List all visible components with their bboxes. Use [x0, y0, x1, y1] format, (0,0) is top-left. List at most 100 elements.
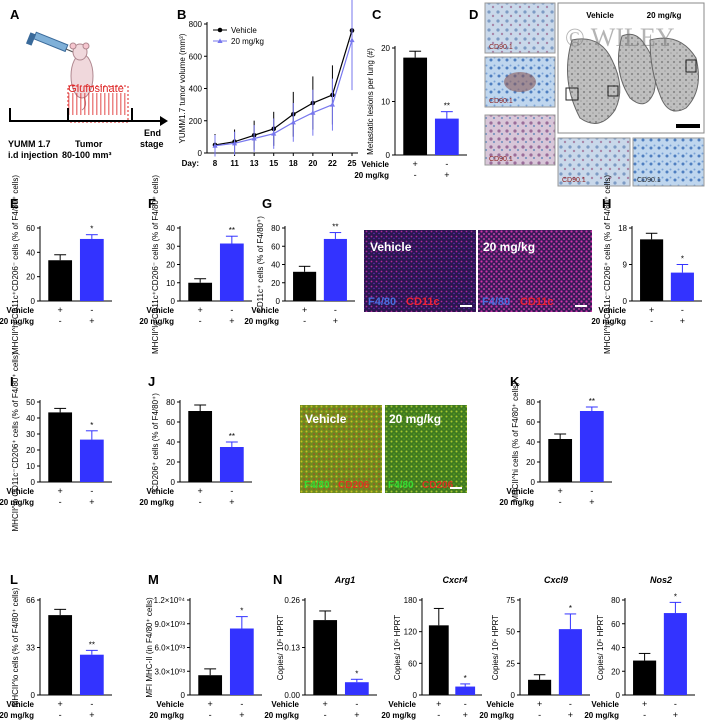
plus-sign: +	[354, 710, 359, 720]
row-label-dose: 20 mg/kg	[354, 171, 389, 180]
y-tick-label: 0	[181, 691, 186, 700]
y-tick-label: 0.00	[284, 691, 300, 700]
y-axis-label: Copies/ 10⁵ HPRT	[596, 615, 605, 681]
y-tick-label: 50	[26, 398, 35, 407]
tumor-label-1: Tumor	[75, 139, 103, 149]
plus-sign: +	[649, 305, 654, 315]
row-label-dose: 20 mg/kg	[244, 317, 279, 326]
panel-letter: J	[148, 374, 155, 389]
watermark: © WILEY	[565, 23, 675, 52]
chart-c: C 0 10 20 Metastatic lesions per lung (#) ** V…	[354, 7, 467, 180]
row-label-dose: 20 mg/kg	[149, 711, 184, 720]
row-label-vehicle: Vehicle	[486, 700, 514, 709]
bar-dose	[455, 686, 476, 695]
row-label-dose: 20 mg/kg	[264, 711, 299, 720]
plus-sign: +	[89, 710, 94, 720]
row-label-dose: 20 mg/kg	[584, 711, 619, 720]
minus-sign: -	[324, 710, 327, 720]
minus-sign: -	[681, 305, 684, 315]
y-tick-label: 0	[276, 297, 281, 306]
minus-sign: -	[59, 497, 62, 507]
y-tick-label: 0	[386, 151, 391, 160]
micrograph-vehicle	[300, 405, 382, 493]
stain-label-2: CD11c	[406, 296, 440, 308]
y-tick-label: 20	[526, 458, 535, 467]
y-tick-label: 0	[171, 297, 176, 306]
y-axis-label: MHCII^lo cells (% of F4/80⁺ cells)	[11, 587, 20, 707]
y-tick-label: 180	[404, 596, 418, 605]
minus-sign: -	[59, 710, 62, 720]
y-tick-label: 80	[166, 398, 175, 407]
y-tick-label: 66	[26, 596, 35, 605]
minus-sign: -	[199, 497, 202, 507]
y-tick-label: 20	[166, 261, 175, 270]
chart-title: Cxcr4	[442, 575, 467, 585]
data-point	[212, 143, 218, 148]
row-label-dose: 20 mg/kg	[479, 711, 514, 720]
minus-sign: -	[240, 699, 243, 709]
minus-sign: -	[303, 316, 306, 326]
stain-label-1: F4/80	[368, 296, 396, 308]
y-tick-label: 40	[26, 248, 35, 257]
y-tick-label: 0	[198, 149, 203, 158]
legend-label: Vehicle	[231, 26, 257, 35]
row-label-vehicle: Vehicle	[598, 306, 626, 315]
bar-dose	[219, 243, 244, 301]
minus-sign: -	[569, 699, 572, 709]
significance-mark: *	[674, 592, 677, 601]
y-axis-label: MHCII^lo CD11c⁺CD206⁻ cells (% of F4/80⁺…	[151, 175, 160, 354]
row-label-vehicle: Vehicle	[6, 700, 34, 709]
y-tick-label: 0.13	[284, 644, 300, 653]
y-axis-label: MHCII^hi CD11c⁺CD206⁻ cells (% of F4/80⁺…	[11, 175, 20, 354]
plus-sign: +	[89, 497, 94, 507]
plus-sign: +	[680, 316, 685, 326]
plus-sign: +	[568, 710, 573, 720]
y-tick-label: 60	[408, 659, 417, 668]
chart-e: E 0 20 40 60 MHCII^hi CD11c⁺CD206⁻ cells (% o…	[0, 175, 112, 354]
panel-letter: E	[10, 196, 19, 211]
panel-letter: H	[602, 196, 611, 211]
micrograph-vehicle	[364, 230, 476, 312]
row-label-vehicle: Vehicle	[6, 487, 34, 496]
y-tick-label: 120	[404, 628, 418, 637]
bar-vehicle	[428, 625, 449, 695]
minus-sign: -	[590, 486, 593, 496]
end-label-1: End	[144, 128, 161, 138]
y-tick-label: 0	[31, 691, 36, 700]
x-tick-label: 25	[348, 159, 357, 168]
row-label-dose: 20 mg/kg	[499, 498, 534, 507]
bar-vehicle	[313, 620, 338, 695]
minus-sign: -	[445, 159, 448, 169]
x-tick-label: 20	[308, 159, 317, 168]
plus-sign: +	[436, 699, 441, 709]
minus-sign: -	[199, 316, 202, 326]
minus-sign: -	[230, 305, 233, 315]
bar-vehicle	[293, 271, 317, 301]
chart-n4: Nos2 0 20 40 60 80 Copies/ 10⁵ HPRT * Vehicle 20 …	[584, 575, 695, 720]
y-tick-label: 20	[26, 273, 35, 282]
y-axis-label: Metastatic lesions per lung (#)	[366, 48, 375, 155]
row-label-dose: 20 mg/kg	[591, 317, 626, 326]
y-axis-label: Copies/ 10⁵ HPRT	[393, 615, 402, 681]
plus-sign: +	[537, 699, 542, 709]
minus-sign: -	[464, 699, 467, 709]
bar-dose	[434, 118, 459, 155]
chart-title: Arg1	[334, 575, 356, 585]
y-axis-label: Copies/ 10⁵ HPRT	[276, 615, 285, 681]
significance-mark: *	[240, 607, 243, 616]
significance-mark: **	[444, 102, 450, 111]
plus-sign: +	[58, 486, 63, 496]
chart-title: Nos2	[650, 575, 672, 585]
plus-sign: +	[642, 699, 647, 709]
row-label-vehicle: Vehicle	[388, 700, 416, 709]
panel-d: D CD90.1 CD90.1 CD90.1 Vehicle 20 mg/kg …	[469, 2, 705, 187]
minus-sign: -	[59, 316, 62, 326]
panel-j-images: Vehicle F4/80 CD206 20 mg/kg F4/80 CD206	[300, 405, 467, 493]
panel-a: A Glufosinate YUMM 1.7 i.d injection Tum…	[8, 7, 168, 160]
chart-g: G 0 20 40 60 80 CD11c⁺ cells (% of F4/80⁺) ** Ve…	[244, 196, 355, 326]
chart-n1: N Arg1 0.00 0.13 0.26 Copies/ 10⁵ HPRT * Vehicl…	[264, 572, 377, 720]
y-tick-label: 60	[166, 418, 175, 427]
bar-vehicle	[403, 57, 428, 155]
y-tick-label: 20	[26, 446, 35, 455]
